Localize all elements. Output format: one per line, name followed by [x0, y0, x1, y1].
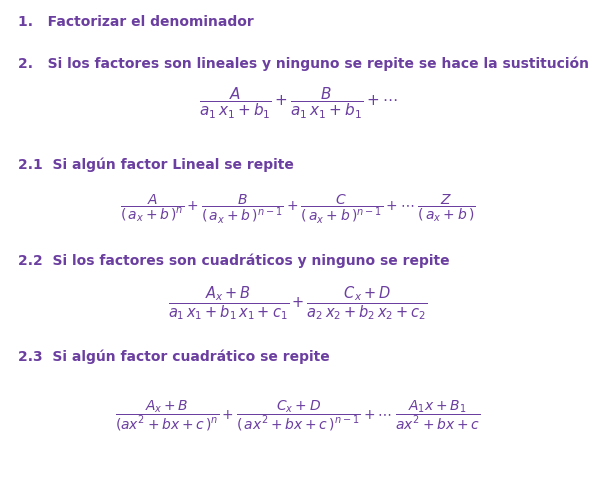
Text: 2.1  Si algún factor Lineal se repite: 2.1 Si algún factor Lineal se repite	[18, 157, 294, 172]
Text: 1.   Factorizar el denominador: 1. Factorizar el denominador	[18, 15, 254, 29]
Text: 2.   Si los factores son lineales y ninguno se repite se hace la sustitución: 2. Si los factores son lineales y ningun…	[18, 57, 589, 71]
Text: $\dfrac{A}{a_1\, x_1 + b_1} + \dfrac{B}{a_1\, x_1 + b_1} + \cdots$: $\dfrac{A}{a_1\, x_1 + b_1} + \dfrac{B}{…	[198, 86, 398, 121]
Text: $\dfrac{A_x + B}{(ax^2 + bx + c\,)^n} + \dfrac{C_x + D}{(\,ax^2 + bx + c\,)^{n-1: $\dfrac{A_x + B}{(ax^2 + bx + c\,)^n} + …	[116, 399, 480, 433]
Text: 2.2  Si los factores son cuadráticos y ninguno se repite: 2.2 Si los factores son cuadráticos y ni…	[18, 253, 449, 268]
Text: $\dfrac{A_x + B}{a_1\, x_1 + b_1\, x_1 + c_1} + \dfrac{C_x + D}{a_2\, x_2 + b_2\: $\dfrac{A_x + B}{a_1\, x_1 + b_1\, x_1 +…	[168, 283, 428, 322]
Text: 2.3  Si algún factor cuadrático se repite: 2.3 Si algún factor cuadrático se repite	[18, 349, 330, 364]
Text: $\dfrac{A}{(\,a_x + b\,)^n} + \dfrac{B}{(\,a_x + b\,)^{n-1}} + \dfrac{C}{(\,a_x : $\dfrac{A}{(\,a_x + b\,)^n} + \dfrac{B}{…	[120, 192, 476, 226]
